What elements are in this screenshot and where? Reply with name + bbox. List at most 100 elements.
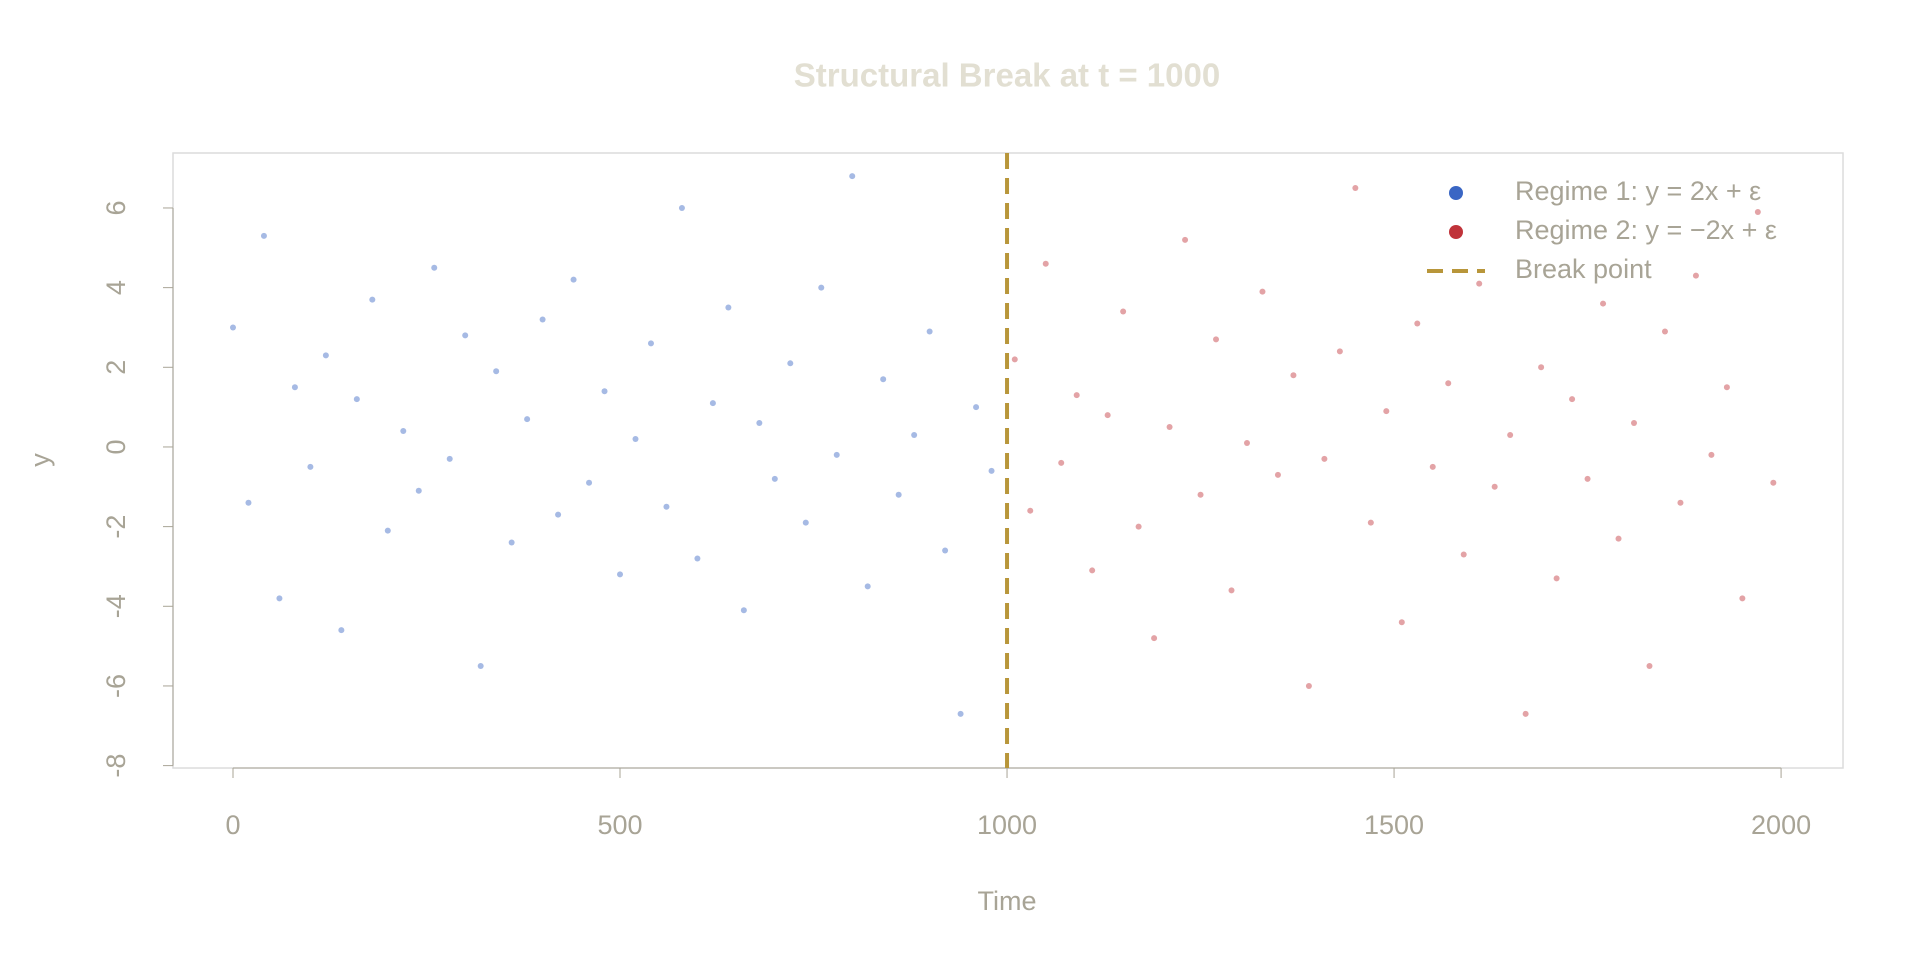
legend-label: Regime 1: y = 2x + ε xyxy=(1515,176,1761,206)
y-tick-label: -4 xyxy=(101,594,131,618)
point xyxy=(1584,475,1591,482)
point xyxy=(1058,459,1065,466)
point xyxy=(1120,308,1127,315)
y-tick-label: 6 xyxy=(101,200,131,215)
legend-label: Regime 2: y = −2x + ε xyxy=(1515,215,1777,245)
point xyxy=(508,539,515,546)
point xyxy=(369,296,376,303)
legend-marker xyxy=(1449,225,1463,239)
point xyxy=(1011,356,1018,363)
point xyxy=(291,384,298,391)
y-tick-label: 4 xyxy=(101,280,131,295)
point xyxy=(307,463,314,470)
point xyxy=(1739,595,1746,602)
point xyxy=(632,435,639,442)
y-axis-label: y xyxy=(25,453,55,467)
point xyxy=(338,627,345,634)
point xyxy=(1166,424,1173,431)
point xyxy=(1290,372,1297,379)
point xyxy=(1569,396,1576,403)
point xyxy=(1600,300,1607,307)
point xyxy=(911,432,918,439)
point xyxy=(322,352,329,359)
x-tick-label: 2000 xyxy=(1751,810,1811,840)
point xyxy=(1677,499,1684,506)
point xyxy=(942,547,949,554)
point xyxy=(725,304,732,311)
point xyxy=(1770,479,1777,486)
point xyxy=(1398,619,1405,626)
legend-label: Break point xyxy=(1515,254,1652,284)
point xyxy=(276,595,283,602)
point xyxy=(1723,384,1730,391)
point xyxy=(1305,682,1312,689)
point xyxy=(694,555,701,562)
point xyxy=(988,467,995,474)
point xyxy=(570,276,577,283)
point xyxy=(477,663,484,670)
point xyxy=(353,396,360,403)
point xyxy=(1507,432,1514,439)
point xyxy=(1182,236,1189,243)
point xyxy=(1708,451,1715,458)
y-tick-label: -8 xyxy=(101,754,131,778)
point xyxy=(1151,635,1158,642)
point xyxy=(663,503,670,510)
x-axis-label: Time xyxy=(978,886,1037,916)
x-tick-label: 1500 xyxy=(1364,810,1424,840)
point xyxy=(740,607,747,614)
point xyxy=(539,316,546,323)
point xyxy=(1646,663,1653,670)
point xyxy=(1104,412,1111,419)
point xyxy=(1321,455,1328,462)
point xyxy=(880,376,887,383)
legend-marker xyxy=(1449,186,1463,200)
point xyxy=(462,332,469,339)
point xyxy=(586,479,593,486)
point xyxy=(1631,420,1638,427)
point xyxy=(1042,260,1049,267)
y-tick-label: -6 xyxy=(101,674,131,698)
point xyxy=(1445,380,1452,387)
point xyxy=(1538,364,1545,371)
point xyxy=(1692,272,1699,279)
point xyxy=(229,324,236,331)
point xyxy=(787,360,794,367)
point xyxy=(1429,463,1436,470)
point xyxy=(524,416,531,423)
point xyxy=(957,710,964,717)
x-tick-label: 0 xyxy=(225,810,240,840)
point xyxy=(245,499,252,506)
point xyxy=(926,328,933,335)
point xyxy=(678,204,685,211)
point xyxy=(1491,483,1498,490)
x-tick-label: 500 xyxy=(597,810,642,840)
point xyxy=(973,404,980,411)
point xyxy=(1352,185,1359,192)
point xyxy=(260,232,267,239)
point xyxy=(1228,587,1235,594)
point xyxy=(709,400,716,407)
y-tick-label: 0 xyxy=(101,439,131,454)
point xyxy=(601,388,608,395)
point xyxy=(384,527,391,534)
point xyxy=(1274,471,1281,478)
point xyxy=(1027,507,1034,514)
point xyxy=(555,511,562,518)
point xyxy=(771,475,778,482)
point xyxy=(431,264,438,271)
point xyxy=(1522,710,1529,717)
y-tick-label: 2 xyxy=(101,360,131,375)
point xyxy=(1197,491,1204,498)
point xyxy=(802,519,809,526)
x-tick-label: 1000 xyxy=(977,810,1037,840)
point xyxy=(415,487,422,494)
point xyxy=(1754,208,1761,215)
point xyxy=(1476,280,1483,287)
point xyxy=(1243,439,1250,446)
y-tick-label: -2 xyxy=(101,515,131,539)
point xyxy=(833,451,840,458)
point xyxy=(1414,320,1421,327)
point xyxy=(1367,519,1374,526)
